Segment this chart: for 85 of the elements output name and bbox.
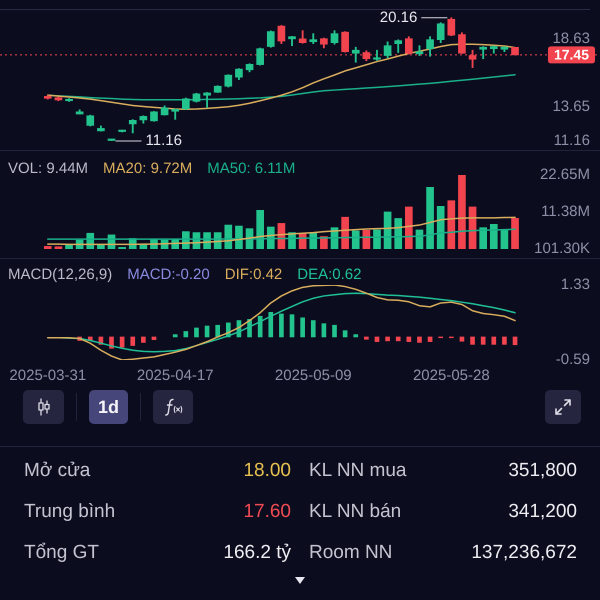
bar	[500, 230, 508, 249]
chart-title: MACD(12,26,9)	[8, 266, 112, 283]
category-label: KL NN bán	[309, 501, 402, 523]
y-tick-label: 1.33	[560, 276, 590, 294]
text: 341,200	[508, 501, 577, 522]
bar	[426, 186, 434, 249]
x-tick-label: 2025-04-17	[136, 367, 214, 384]
bar	[258, 316, 262, 338]
bar	[352, 230, 360, 249]
text: 18.00	[243, 460, 291, 481]
bar	[44, 246, 52, 249]
bar	[152, 336, 156, 340]
y-tick-label: 13.65	[552, 98, 590, 116]
bar	[460, 336, 464, 342]
bar	[512, 336, 518, 346]
chart-title: VOL: 9.44M	[8, 160, 88, 177]
bar	[384, 212, 392, 249]
bar	[130, 336, 136, 346]
bar	[458, 175, 466, 249]
y-tick-label: 101.30K	[534, 240, 590, 258]
annotation: 11.16	[146, 132, 182, 150]
category-label: Trung bình	[24, 501, 116, 523]
bar	[194, 328, 199, 338]
bar	[405, 206, 413, 249]
bar	[172, 334, 178, 338]
bar	[490, 224, 498, 249]
y-tick-label: 11.16	[554, 132, 590, 150]
x-tick-label: 2025-05-09	[274, 367, 352, 384]
bar	[141, 336, 146, 343]
bar	[310, 320, 316, 338]
bar	[268, 312, 274, 338]
y-tick-label: 22.65M	[540, 166, 590, 184]
text: 17.60	[243, 501, 291, 522]
ref-line-label: 17.45	[554, 46, 590, 63]
bar	[279, 314, 284, 338]
category-label: Room NN	[309, 542, 392, 564]
bar	[373, 230, 381, 249]
bar	[480, 336, 486, 345]
bar	[184, 331, 188, 338]
bar	[204, 326, 210, 338]
category-label: Mở cửa	[24, 460, 90, 482]
bar	[416, 230, 424, 249]
x-tick-label: 2025-03-31	[9, 367, 86, 384]
bar	[256, 210, 264, 249]
bar	[428, 336, 432, 342]
bar	[54, 246, 62, 249]
category-label: KL NN mua	[309, 460, 406, 482]
bar	[374, 336, 380, 342]
bar	[491, 336, 496, 345]
bar	[470, 336, 475, 345]
bar	[362, 230, 370, 249]
text: MACD:-0.20	[127, 266, 210, 283]
y-tick-label: 11.38M	[541, 203, 590, 220]
bar	[322, 323, 326, 338]
text: 1d	[96, 397, 120, 417]
bar	[353, 334, 358, 338]
annotation: 20.16	[380, 8, 418, 26]
text: 137,236,672	[471, 542, 577, 563]
text: 166.2 tỷ	[223, 542, 291, 563]
text: 351,800	[508, 460, 577, 481]
bar	[235, 226, 243, 249]
text: MA20: 9.72M	[103, 160, 192, 177]
bar	[385, 336, 390, 342]
x-tick-label: 2025-05-28	[412, 367, 490, 384]
bar	[447, 200, 456, 249]
series-label: DIF:0.42	[224, 266, 282, 283]
bar	[332, 324, 337, 338]
category-label: Tổng GT	[24, 542, 99, 564]
bar	[396, 336, 401, 342]
bar	[502, 336, 507, 345]
bar	[468, 206, 476, 249]
bar	[406, 336, 412, 342]
bar	[417, 336, 422, 343]
bar	[511, 218, 519, 249]
bar	[290, 314, 294, 338]
series-label: DEA:0.62	[297, 266, 362, 283]
bar	[342, 330, 348, 338]
bar	[479, 227, 487, 249]
y-tick-label: 18.63	[552, 30, 590, 47]
bar	[120, 336, 124, 348]
text: MA50: 6.11M	[207, 160, 296, 177]
bar	[364, 336, 369, 340]
bar	[300, 317, 305, 338]
y-tick-label: -0.59	[556, 351, 590, 368]
bar	[436, 206, 445, 249]
